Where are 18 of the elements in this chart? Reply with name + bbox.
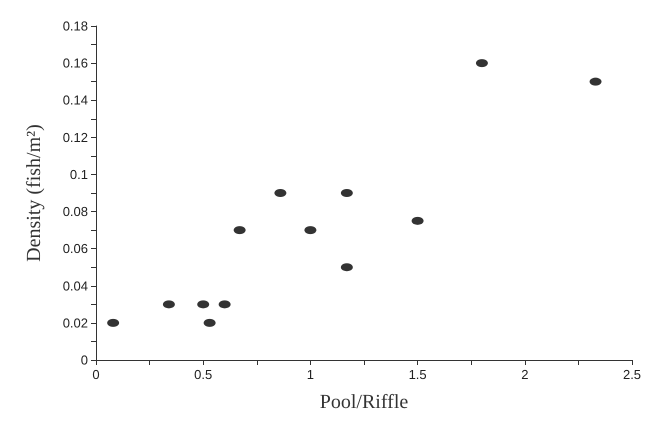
x-tick-label: 1.5: [408, 367, 427, 382]
y-tick-label: 0: [80, 352, 88, 368]
y-tick-label: 0.08: [62, 204, 88, 220]
x-tick-label: 0: [92, 367, 100, 382]
x-tick-label: 2: [521, 367, 528, 382]
y-tick-label: 0.12: [62, 130, 88, 145]
x-axis-title: Pool/Riffle: [320, 391, 408, 413]
x-tick-label: 1: [306, 367, 314, 382]
y-tick-label: 0.16: [62, 56, 88, 71]
y-axis-title: Density (fish/m²): [23, 124, 45, 262]
y-tick-label: 0.14: [62, 92, 88, 108]
y-tick-label: 0.04: [62, 278, 88, 294]
y-tick-label: 0.02: [62, 315, 88, 330]
y-tick-label: 0.18: [62, 18, 88, 34]
x-tick-label: 2.5: [622, 367, 642, 382]
y-tick-label: 0.1: [70, 166, 88, 182]
y-tick-label: 0.06: [62, 241, 88, 256]
x-tick-label: 0.5: [194, 367, 212, 382]
